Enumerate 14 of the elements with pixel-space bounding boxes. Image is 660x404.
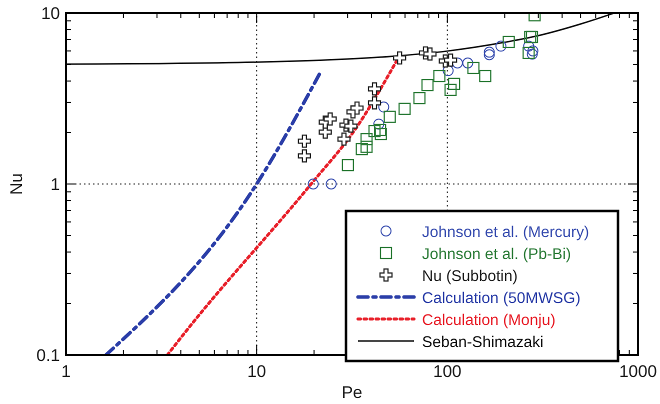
y-axis-title: Nu xyxy=(7,173,26,195)
y-tick-label: 1 xyxy=(50,175,60,194)
y-tick-label: 10 xyxy=(41,4,60,23)
x-axis-title: Pe xyxy=(342,383,362,402)
x-tick-label: 10 xyxy=(247,362,266,381)
legend-label: Johnson et al. (Mercury) xyxy=(422,224,590,241)
legend-label: Calculation (Monju) xyxy=(422,312,556,329)
x-tick-label: 100 xyxy=(433,362,462,381)
legend-label: Seban-Shimazaki xyxy=(422,334,544,351)
legend-label: Johnson et al. (Pb-Bi) xyxy=(422,246,572,263)
y-tick-label: 0.1 xyxy=(36,346,60,365)
x-tick-label: 1000 xyxy=(619,362,657,381)
legend-label: Calculation (50MWSG) xyxy=(422,290,580,307)
legend-label: Nu (Subbotin) xyxy=(422,268,518,285)
